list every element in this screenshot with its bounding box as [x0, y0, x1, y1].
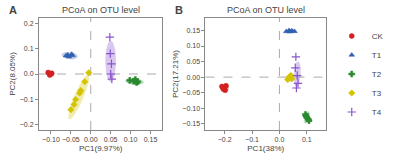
svg-text:−0.05: −0.05 [62, 136, 80, 143]
svg-text:0.0: 0.0 [275, 136, 285, 143]
svg-text:0.1: 0.1 [302, 136, 312, 143]
svg-text:−0.10: −0.10 [42, 136, 60, 143]
svg-text:PC2(17.21%): PC2(17.21%) [171, 50, 180, 98]
svg-text:PCoA on OTU level: PCoA on OTU level [227, 5, 305, 15]
svg-text:−0.2: −0.2 [20, 121, 34, 128]
svg-text:0.00: 0.00 [186, 74, 200, 81]
svg-text:0.15: 0.15 [186, 27, 200, 34]
svg-text:−0.2: −0.2 [218, 136, 232, 143]
svg-text:0.05: 0.05 [104, 136, 118, 143]
svg-text:PC1(9.97%): PC1(9.97%) [79, 144, 123, 153]
svg-text:−0.1: −0.1 [20, 96, 34, 103]
svg-text:CK: CK [372, 32, 384, 41]
svg-text:T4: T4 [372, 108, 382, 117]
svg-text:0.1: 0.1 [24, 45, 34, 52]
svg-text:−0.15: −0.15 [182, 120, 200, 127]
svg-text:−0.1: −0.1 [245, 136, 259, 143]
svg-text:0.00: 0.00 [84, 136, 98, 143]
svg-text:B: B [175, 4, 183, 16]
svg-text:0.10: 0.10 [124, 136, 138, 143]
svg-text:PC2(8.05%): PC2(8.05%) [8, 52, 17, 96]
svg-text:−0.05: −0.05 [182, 89, 200, 96]
svg-text:T3: T3 [372, 89, 382, 98]
svg-text:0.05: 0.05 [186, 58, 200, 65]
svg-text:A: A [9, 4, 17, 16]
svg-text:PCoA on OTU level: PCoA on OTU level [62, 5, 140, 15]
svg-text:0.15: 0.15 [144, 136, 158, 143]
svg-text:T2: T2 [372, 70, 382, 79]
svg-text:T1: T1 [372, 51, 382, 60]
svg-text:0.2: 0.2 [24, 20, 34, 27]
svg-text:0.10: 0.10 [186, 42, 200, 49]
svg-text:−0.10: −0.10 [182, 105, 200, 112]
svg-text:PC1(38%): PC1(38%) [247, 144, 284, 153]
svg-text:0.0: 0.0 [24, 70, 34, 77]
